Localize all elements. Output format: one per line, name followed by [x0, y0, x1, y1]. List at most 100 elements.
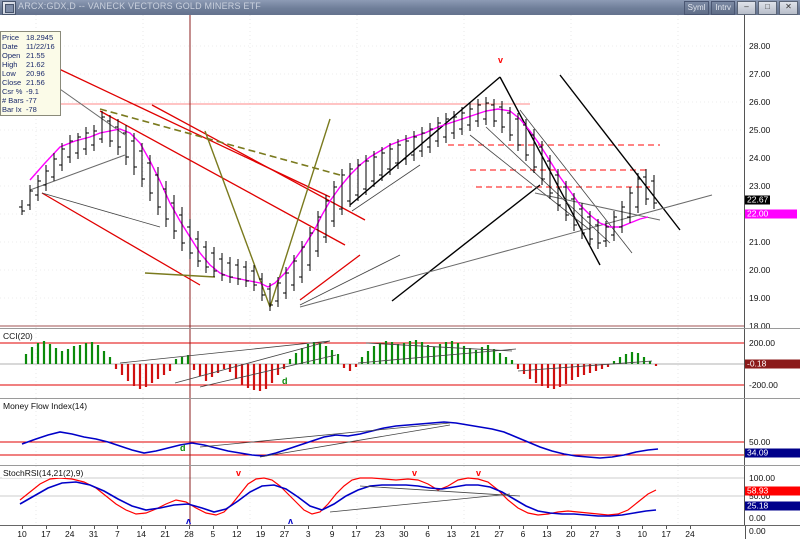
stochrsi-chart-svg: v v v ʌ ʌ — [0, 466, 745, 526]
stochrsi-panel-title: StochRSI(14,21(2),9) — [2, 468, 85, 478]
quote-row: Date 11/22/16 — [2, 42, 60, 51]
date-tick-label: 31 — [88, 529, 99, 539]
price-tick: 19.00 — [749, 293, 771, 303]
date-tick-mark — [332, 526, 334, 529]
date-tick-mark — [45, 526, 47, 529]
srsi-tick: 100.00 — [749, 473, 775, 483]
quote-key: Close — [2, 78, 22, 87]
annotation-srsi-v-1: v — [236, 468, 241, 478]
quote-row: Close 21.56 — [2, 78, 60, 87]
date-tick-label: 27 — [589, 529, 600, 539]
srsi-tick: 50.00 — [749, 491, 771, 501]
date-tick-label: 13 — [542, 529, 552, 539]
mfi-panel: Money Flow Index(14) d — [0, 398, 800, 466]
chart-window-icon — [2, 1, 16, 15]
window-title: ARCX:GDX,D -- VANECK VECTORS GOLD MINERS… — [18, 1, 261, 11]
horizontal-gridlines — [0, 45, 745, 299]
trendline-group-aux — [29, 74, 713, 308]
date-tick-mark — [236, 526, 238, 529]
date-tick-label: 6 — [520, 529, 526, 539]
price-panel: v 28.00 27.00 26.00 25.00 24.00 23.00 21… — [0, 15, 800, 331]
price-tick: 20.00 — [749, 265, 771, 275]
minimize-button[interactable]: – — [737, 1, 756, 15]
date-tick-mark — [570, 526, 572, 529]
mfi-plot-area[interactable]: d — [0, 399, 745, 466]
price-tick: 26.00 — [749, 97, 771, 107]
cci-tick: -200.00 — [749, 380, 778, 390]
date-tick-label: 24 — [685, 529, 695, 539]
cci-trendlines — [119, 340, 653, 388]
date-axis: 10 17 24 31 7 14 21 28 5 12 19 27 3 9 17 23 30 6 13 21 27 6 13… — [0, 525, 800, 542]
date-tick-mark — [499, 526, 501, 529]
date-tick-label: 21 — [160, 529, 170, 539]
mfi-chart-svg: d — [0, 399, 745, 466]
quote-key: Date — [2, 42, 18, 51]
cci-plot-area[interactable]: d — [0, 329, 745, 399]
quote-key: Price — [2, 33, 20, 42]
price-chart-svg: v — [0, 15, 745, 328]
moving-average-line — [29, 108, 649, 288]
annotation-srsi-v-2: v — [412, 468, 417, 478]
stochrsi-d-line — [19, 481, 657, 517]
quote-row: High 21.62 — [2, 60, 60, 69]
date-tick-mark — [475, 526, 477, 529]
price-plot-area[interactable]: v — [0, 15, 745, 328]
mfi-trendlines — [199, 422, 451, 458]
date-tick-mark — [666, 526, 668, 529]
quote-row: Bar Ix -78 — [2, 105, 60, 114]
close-button[interactable]: ✕ — [779, 1, 798, 15]
date-tick-label: 23 — [375, 529, 385, 539]
maximize-button[interactable]: □ — [758, 1, 777, 15]
date-tick-label: 6 — [425, 529, 430, 539]
mfi-axis: 50.00 34.09 — [744, 399, 800, 466]
quote-value: 21.56 — [26, 78, 45, 87]
stochrsi-plot-area[interactable]: v v v ʌ ʌ — [0, 466, 745, 526]
date-tick-mark — [523, 526, 524, 529]
date-tick-label: 10 — [637, 529, 648, 539]
date-tick-mark — [141, 526, 143, 529]
quote-row: Price 18.2945 — [2, 33, 60, 42]
date-tick-mark — [356, 526, 357, 529]
price-tick: 28.00 — [749, 41, 771, 51]
date-tick-label: 3 — [616, 529, 621, 539]
cci-panel-title: CCI(20) — [2, 331, 34, 341]
vertical-gridlines — [35, 15, 679, 328]
price-tick: 23.00 — [749, 181, 771, 191]
quote-key: # Bars — [2, 96, 24, 105]
date-tick-mark — [427, 526, 429, 529]
annotation-srsi-caret-1: ʌ — [186, 516, 191, 526]
date-tick-label: 12 — [231, 529, 242, 539]
annotation-srsi-caret-2: ʌ — [288, 516, 293, 526]
window-controls: Syml Intrv – □ ✕ — [683, 1, 798, 15]
date-tick-mark — [451, 526, 453, 529]
symbol-button[interactable]: Syml — [683, 1, 710, 15]
quote-value: 18.2945 — [26, 33, 54, 42]
quote-value: 21.55 — [26, 51, 45, 60]
date-tick-label: 10 — [17, 529, 27, 539]
quote-info-box: Price 18.2945 Date 11/22/16 Open 21.55 High… — [0, 31, 61, 116]
date-tick-label: 5 — [210, 529, 216, 539]
date-tick-label: 27 — [494, 529, 504, 539]
cci-histogram — [24, 340, 658, 391]
quote-key: Csr % — [2, 87, 23, 96]
quote-value: -78 — [26, 105, 37, 114]
quote-value: 20.96 — [26, 69, 45, 78]
date-tick-mark — [546, 526, 548, 529]
date-tick-label: 7 — [115, 529, 120, 539]
mfi-tick: 50.00 — [749, 437, 771, 447]
srsi-trendlines — [329, 485, 521, 513]
stochrsi-axis: 100.00 50.00 0.00 58.93 25.18 — [744, 466, 800, 526]
price-level-lines — [0, 103, 745, 327]
price-tick: 25.00 — [749, 125, 771, 135]
annotation-cci-d: d — [282, 376, 288, 386]
date-tick-mark — [690, 526, 691, 529]
quote-value: -77 — [26, 96, 37, 105]
price-tick: 27.00 — [749, 69, 771, 79]
price-axis: 28.00 27.00 26.00 25.00 24.00 23.00 21.0… — [744, 15, 800, 331]
stochrsi-k-value-label: 58.93 — [745, 486, 800, 496]
date-tick-mark — [618, 526, 620, 529]
date-tick-label: 17 — [41, 529, 51, 539]
stochrsi-d-value-label: 25.18 — [745, 501, 800, 511]
interval-button[interactable]: Intrv — [711, 1, 735, 15]
quote-row: Csr % -9.1 — [2, 87, 60, 96]
